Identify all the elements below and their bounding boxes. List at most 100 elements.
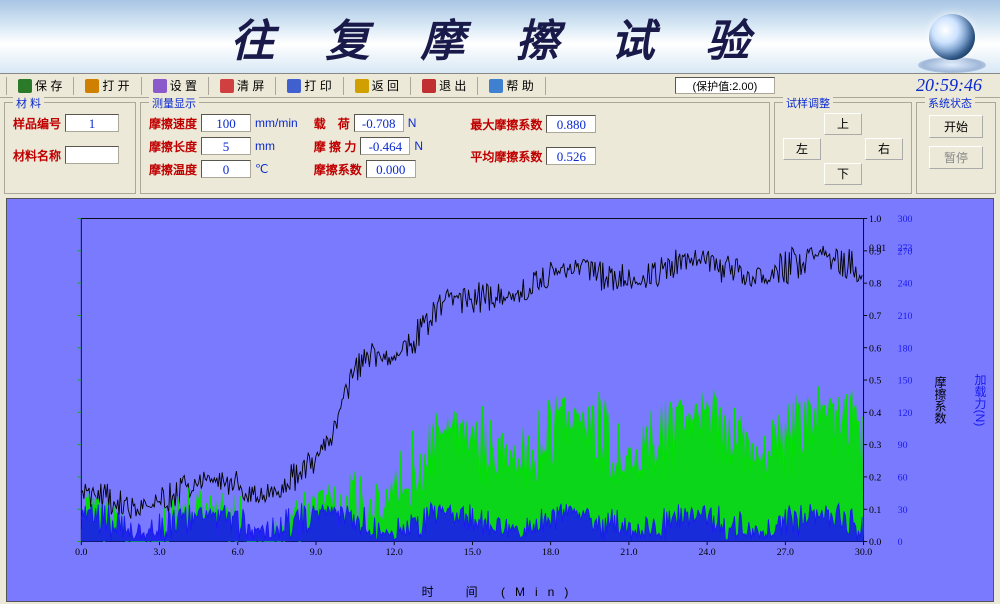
protect-value-display: (保护值:2.00) bbox=[675, 77, 775, 94]
svg-text:27.0: 27.0 bbox=[777, 547, 794, 558]
group-title-adjust: 试样调整 bbox=[783, 95, 833, 111]
banner-decoration-orb bbox=[929, 14, 975, 60]
toolbar-icon-4 bbox=[287, 79, 301, 93]
label-speed: 摩擦速度 bbox=[149, 115, 197, 132]
btn-pause[interactable]: 暂停 bbox=[929, 146, 983, 169]
svg-text:120: 120 bbox=[898, 408, 913, 419]
value-length: 5 bbox=[201, 137, 251, 155]
svg-text:1.0: 1.0 bbox=[869, 214, 881, 225]
chart-plot: 0.03.06.09.012.015.018.021.024.027.030.0… bbox=[49, 209, 921, 569]
toolbar-label-0: 保 存 bbox=[35, 77, 62, 94]
svg-text:0.5: 0.5 bbox=[869, 376, 881, 387]
svg-text:0: 0 bbox=[898, 537, 903, 548]
toolbar-icon-0 bbox=[18, 79, 32, 93]
toolbar-btn-1[interactable]: 打 开 bbox=[78, 75, 136, 96]
toolbar-icon-5 bbox=[355, 79, 369, 93]
unit-load: N bbox=[408, 116, 448, 130]
svg-text:0.91: 0.91 bbox=[869, 243, 886, 254]
toolbar-icon-7 bbox=[489, 79, 503, 93]
svg-text:0.0: 0.0 bbox=[869, 537, 881, 548]
toolbar-icon-3 bbox=[220, 79, 234, 93]
toolbar-label-3: 清 屏 bbox=[237, 77, 264, 94]
svg-text:240: 240 bbox=[898, 279, 913, 290]
label-sample-id: 样品编号 bbox=[13, 115, 61, 132]
svg-text:273: 273 bbox=[898, 243, 913, 254]
group-state: 系统状态 开始 暂停 bbox=[916, 102, 996, 194]
app-title: 往 复 摩 擦 试 验 bbox=[231, 5, 770, 69]
btn-right[interactable]: 右 bbox=[865, 138, 903, 160]
svg-text:90: 90 bbox=[898, 440, 908, 451]
label-avg-coef: 平均摩擦系数 bbox=[470, 148, 542, 165]
chart-svg: 0.03.06.09.012.015.018.021.024.027.030.0… bbox=[49, 209, 921, 569]
svg-text:150: 150 bbox=[898, 376, 913, 387]
group-adjust: 试样调整 上 左右 下 bbox=[774, 102, 912, 194]
svg-text:15.0: 15.0 bbox=[464, 547, 481, 558]
control-panels: 材 料 样品编号 1 材料名称 测量显示 摩擦速度100mm/min 摩擦长度5… bbox=[0, 98, 1000, 198]
value-temp: 0 bbox=[201, 160, 251, 178]
toolbar-btn-2[interactable]: 设 置 bbox=[146, 75, 204, 96]
y-axis-r1-label: 摩擦系数 bbox=[932, 376, 949, 424]
svg-text:3.0: 3.0 bbox=[153, 547, 165, 558]
btn-up[interactable]: 上 bbox=[824, 113, 862, 135]
svg-text:6.0: 6.0 bbox=[232, 547, 244, 558]
input-sample-id[interactable]: 1 bbox=[65, 114, 119, 132]
toolbar-icon-6 bbox=[422, 79, 436, 93]
toolbar-separator bbox=[6, 77, 7, 95]
svg-text:180: 180 bbox=[898, 343, 913, 354]
toolbar-icon-2 bbox=[153, 79, 167, 93]
toolbar-btn-4[interactable]: 打 印 bbox=[280, 75, 338, 96]
label-force: 摩 擦 力 bbox=[314, 138, 357, 155]
btn-down[interactable]: 下 bbox=[824, 163, 862, 185]
chart-area: 0.03.06.09.012.015.018.021.024.027.030.0… bbox=[6, 198, 994, 602]
group-title-material: 材 料 bbox=[13, 95, 44, 111]
toolbar-btn-6[interactable]: 退 出 bbox=[415, 75, 473, 96]
svg-text:24.0: 24.0 bbox=[698, 547, 715, 558]
group-title-state: 系统状态 bbox=[925, 95, 975, 111]
btn-left[interactable]: 左 bbox=[783, 138, 821, 160]
x-axis-label: 时 间 (Min) bbox=[422, 583, 579, 600]
toolbar-btn-0[interactable]: 保 存 bbox=[11, 75, 69, 96]
value-max-coef: 0.880 bbox=[546, 115, 596, 133]
group-measure: 测量显示 摩擦速度100mm/min 摩擦长度5mm 摩擦温度0℃ 载 荷-0.… bbox=[140, 102, 770, 194]
toolbar-btn-5[interactable]: 返 回 bbox=[348, 75, 406, 96]
svg-text:0.0: 0.0 bbox=[75, 547, 87, 558]
label-coef: 摩擦系数 bbox=[314, 161, 362, 178]
input-material-name[interactable] bbox=[65, 146, 119, 164]
toolbar-label-7: 帮 助 bbox=[506, 77, 533, 94]
svg-text:210: 210 bbox=[898, 311, 913, 322]
app-banner: 往 复 摩 擦 试 验 bbox=[0, 0, 1000, 74]
label-temp: 摩擦温度 bbox=[149, 161, 197, 178]
svg-text:30.0: 30.0 bbox=[855, 547, 872, 558]
svg-text:0.8: 0.8 bbox=[869, 279, 881, 290]
label-length: 摩擦长度 bbox=[149, 138, 197, 155]
unit-length: mm bbox=[255, 139, 295, 153]
svg-text:21.0: 21.0 bbox=[620, 547, 637, 558]
svg-text:0.7: 0.7 bbox=[869, 311, 881, 322]
svg-text:9.0: 9.0 bbox=[310, 547, 322, 558]
svg-text:18.0: 18.0 bbox=[542, 547, 559, 558]
unit-temp: ℃ bbox=[255, 162, 295, 176]
value-coef: 0.000 bbox=[366, 160, 416, 178]
clock: 20:59:46 bbox=[902, 75, 996, 96]
svg-text:300: 300 bbox=[898, 214, 913, 225]
svg-text:0.3: 0.3 bbox=[869, 440, 881, 451]
toolbar-btn-7[interactable]: 帮 助 bbox=[482, 75, 540, 96]
value-force: -0.464 bbox=[360, 137, 410, 155]
toolbar-icon-1 bbox=[85, 79, 99, 93]
value-speed: 100 bbox=[201, 114, 251, 132]
unit-force: N bbox=[414, 139, 454, 153]
group-material: 材 料 样品编号 1 材料名称 bbox=[4, 102, 136, 194]
toolbar-label-5: 返 回 bbox=[372, 77, 399, 94]
svg-text:0.1: 0.1 bbox=[869, 505, 881, 516]
toolbar-label-6: 退 出 bbox=[439, 77, 466, 94]
svg-text:60: 60 bbox=[898, 473, 908, 484]
toolbar-btn-3[interactable]: 清 屏 bbox=[213, 75, 271, 96]
label-max-coef: 最大摩擦系数 bbox=[470, 116, 542, 133]
label-load: 载 荷 bbox=[314, 115, 350, 132]
toolbar-label-4: 打 印 bbox=[304, 77, 331, 94]
toolbar-label-2: 设 置 bbox=[170, 77, 197, 94]
value-avg-coef: 0.526 bbox=[546, 147, 596, 165]
btn-start[interactable]: 开始 bbox=[929, 115, 983, 138]
value-load: -0.708 bbox=[354, 114, 404, 132]
unit-speed: mm/min bbox=[255, 116, 298, 130]
